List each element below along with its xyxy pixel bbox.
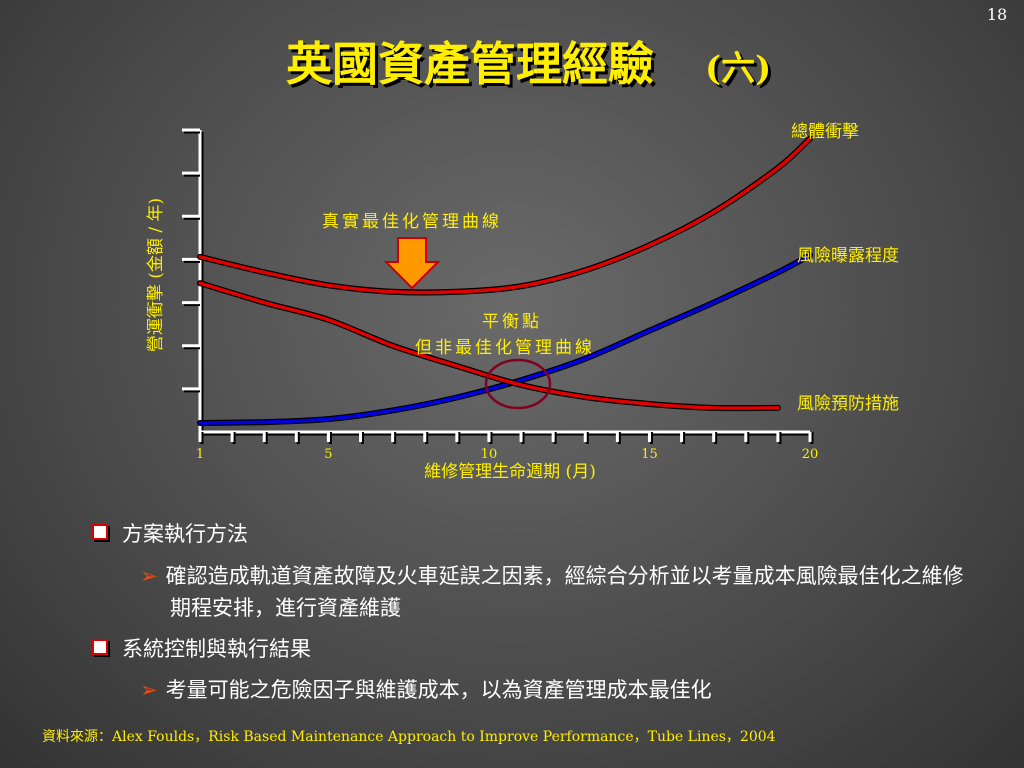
title-suffix-shadow: (六)	[708, 52, 774, 92]
annotation: 真實最佳化管理曲線	[322, 212, 502, 232]
chart: 1 5 10 15 20	[182, 128, 819, 462]
x-tick-label: 5	[324, 447, 332, 462]
bullet: 系統控制與執行結果	[92, 633, 311, 665]
x-tick-label: 1	[196, 447, 204, 462]
x-tick-label: 20	[802, 447, 819, 462]
bullet-text: 系統控制與執行結果	[122, 637, 311, 661]
y-axis-label: 營運衝擊 (金額 / 年)	[146, 198, 166, 352]
arrow	[383, 237, 441, 290]
sub-bullet-text: 確認造成軌道資產故障及火車延誤之因素，經綜合分析並以考量成本風險最佳化之維修期程…	[165, 564, 964, 620]
source: 資料來源：Alex Foulds，Risk Based Maintenance …	[42, 729, 776, 745]
series-label: 風險曝露程度	[797, 246, 899, 266]
x-tick-label: 15	[641, 447, 658, 462]
x-axis-label: 維修管理生命週期 (月)	[424, 462, 596, 482]
sub-bullet: ➢ 考量可能之危險因子與維護成本，以為資產管理成本最佳化	[140, 678, 712, 702]
line	[198, 253, 812, 425]
slide-number: 18	[987, 5, 1007, 24]
annotation: 平衡點	[482, 312, 542, 332]
series-label: 風險預防措施	[797, 394, 899, 414]
series-label: 總體衝擊	[791, 122, 859, 142]
line	[198, 136, 812, 295]
annotation: 但非最佳化管理曲線	[415, 338, 595, 358]
line-outline	[197, 135, 813, 296]
bullet: 方案執行方法	[92, 518, 248, 550]
title-shadow: 英國資產管理經驗	[289, 40, 657, 94]
sub-bullet: ➢ 確認造成軌道資產故障及火車延誤之因素，經綜合分析並以考量成本風險最佳化之維修期…	[140, 564, 964, 620]
bullet-text: 方案執行方法	[122, 522, 248, 546]
equilibrium-circle	[484, 358, 552, 410]
x-tick-label: 10	[481, 447, 498, 462]
title: 英國資產管理經驗	[286, 37, 654, 91]
sub-bullet-text: 考量可能之危險因子與維護成本，以為資產管理成本最佳化	[165, 678, 712, 702]
title-suffix: (六)	[705, 49, 771, 89]
